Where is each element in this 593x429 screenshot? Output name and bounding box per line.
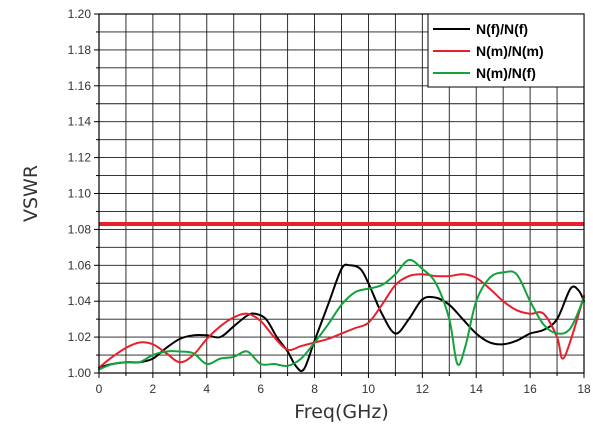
x-tick-label: 2 [150, 382, 157, 396]
y-axis-title: VSWR [20, 165, 42, 222]
series-line-3 [98, 258, 585, 371]
y-tick-label: 1.18 [68, 43, 92, 57]
legend: N(f)/N(f) N(m)/N(m) N(m)/N(f) [427, 13, 585, 88]
x-tick-label: 14 [470, 382, 484, 396]
y-tick-label: 1.14 [68, 115, 92, 129]
x-tick-label: 16 [523, 382, 537, 396]
y-tick-label: 1.12 [68, 151, 92, 165]
x-tick-label: 0 [96, 382, 103, 396]
y-tick-label: 1.06 [68, 258, 92, 272]
series-layer [98, 258, 585, 373]
series-line-1 [98, 263, 585, 373]
tick-marks [94, 13, 585, 378]
x-tick-label: 10 [362, 382, 376, 396]
y-tick-label: 1.20 [68, 7, 92, 21]
legend-label-series-3: N(m)/N(f) [476, 65, 536, 81]
y-tick-label: 1.08 [68, 222, 92, 236]
tick-labels: 0 2 4 6 8 10 12 14 16 18 1.00 1.02 1.04 1.06 1.08 1.10 1… [68, 7, 591, 396]
x-tick-label: 6 [257, 382, 264, 396]
legend-label-series-2: N(m)/N(m) [476, 43, 544, 59]
x-tick-label: 12 [416, 382, 430, 396]
legend-label-series-1: N(f)/N(f) [476, 21, 528, 37]
y-tick-label: 1.16 [68, 79, 92, 93]
x-tick-label: 8 [311, 382, 318, 396]
y-tick-label: 1.04 [68, 294, 92, 308]
x-tick-label: 4 [203, 382, 210, 396]
x-axis-title: Freq(GHz) [294, 401, 389, 423]
x-tick-label: 18 [577, 382, 591, 396]
y-tick-label: 1.02 [68, 330, 92, 344]
y-tick-label: 1.10 [68, 187, 92, 201]
series-line-2 [98, 273, 585, 369]
y-tick-label: 1.00 [68, 366, 92, 380]
